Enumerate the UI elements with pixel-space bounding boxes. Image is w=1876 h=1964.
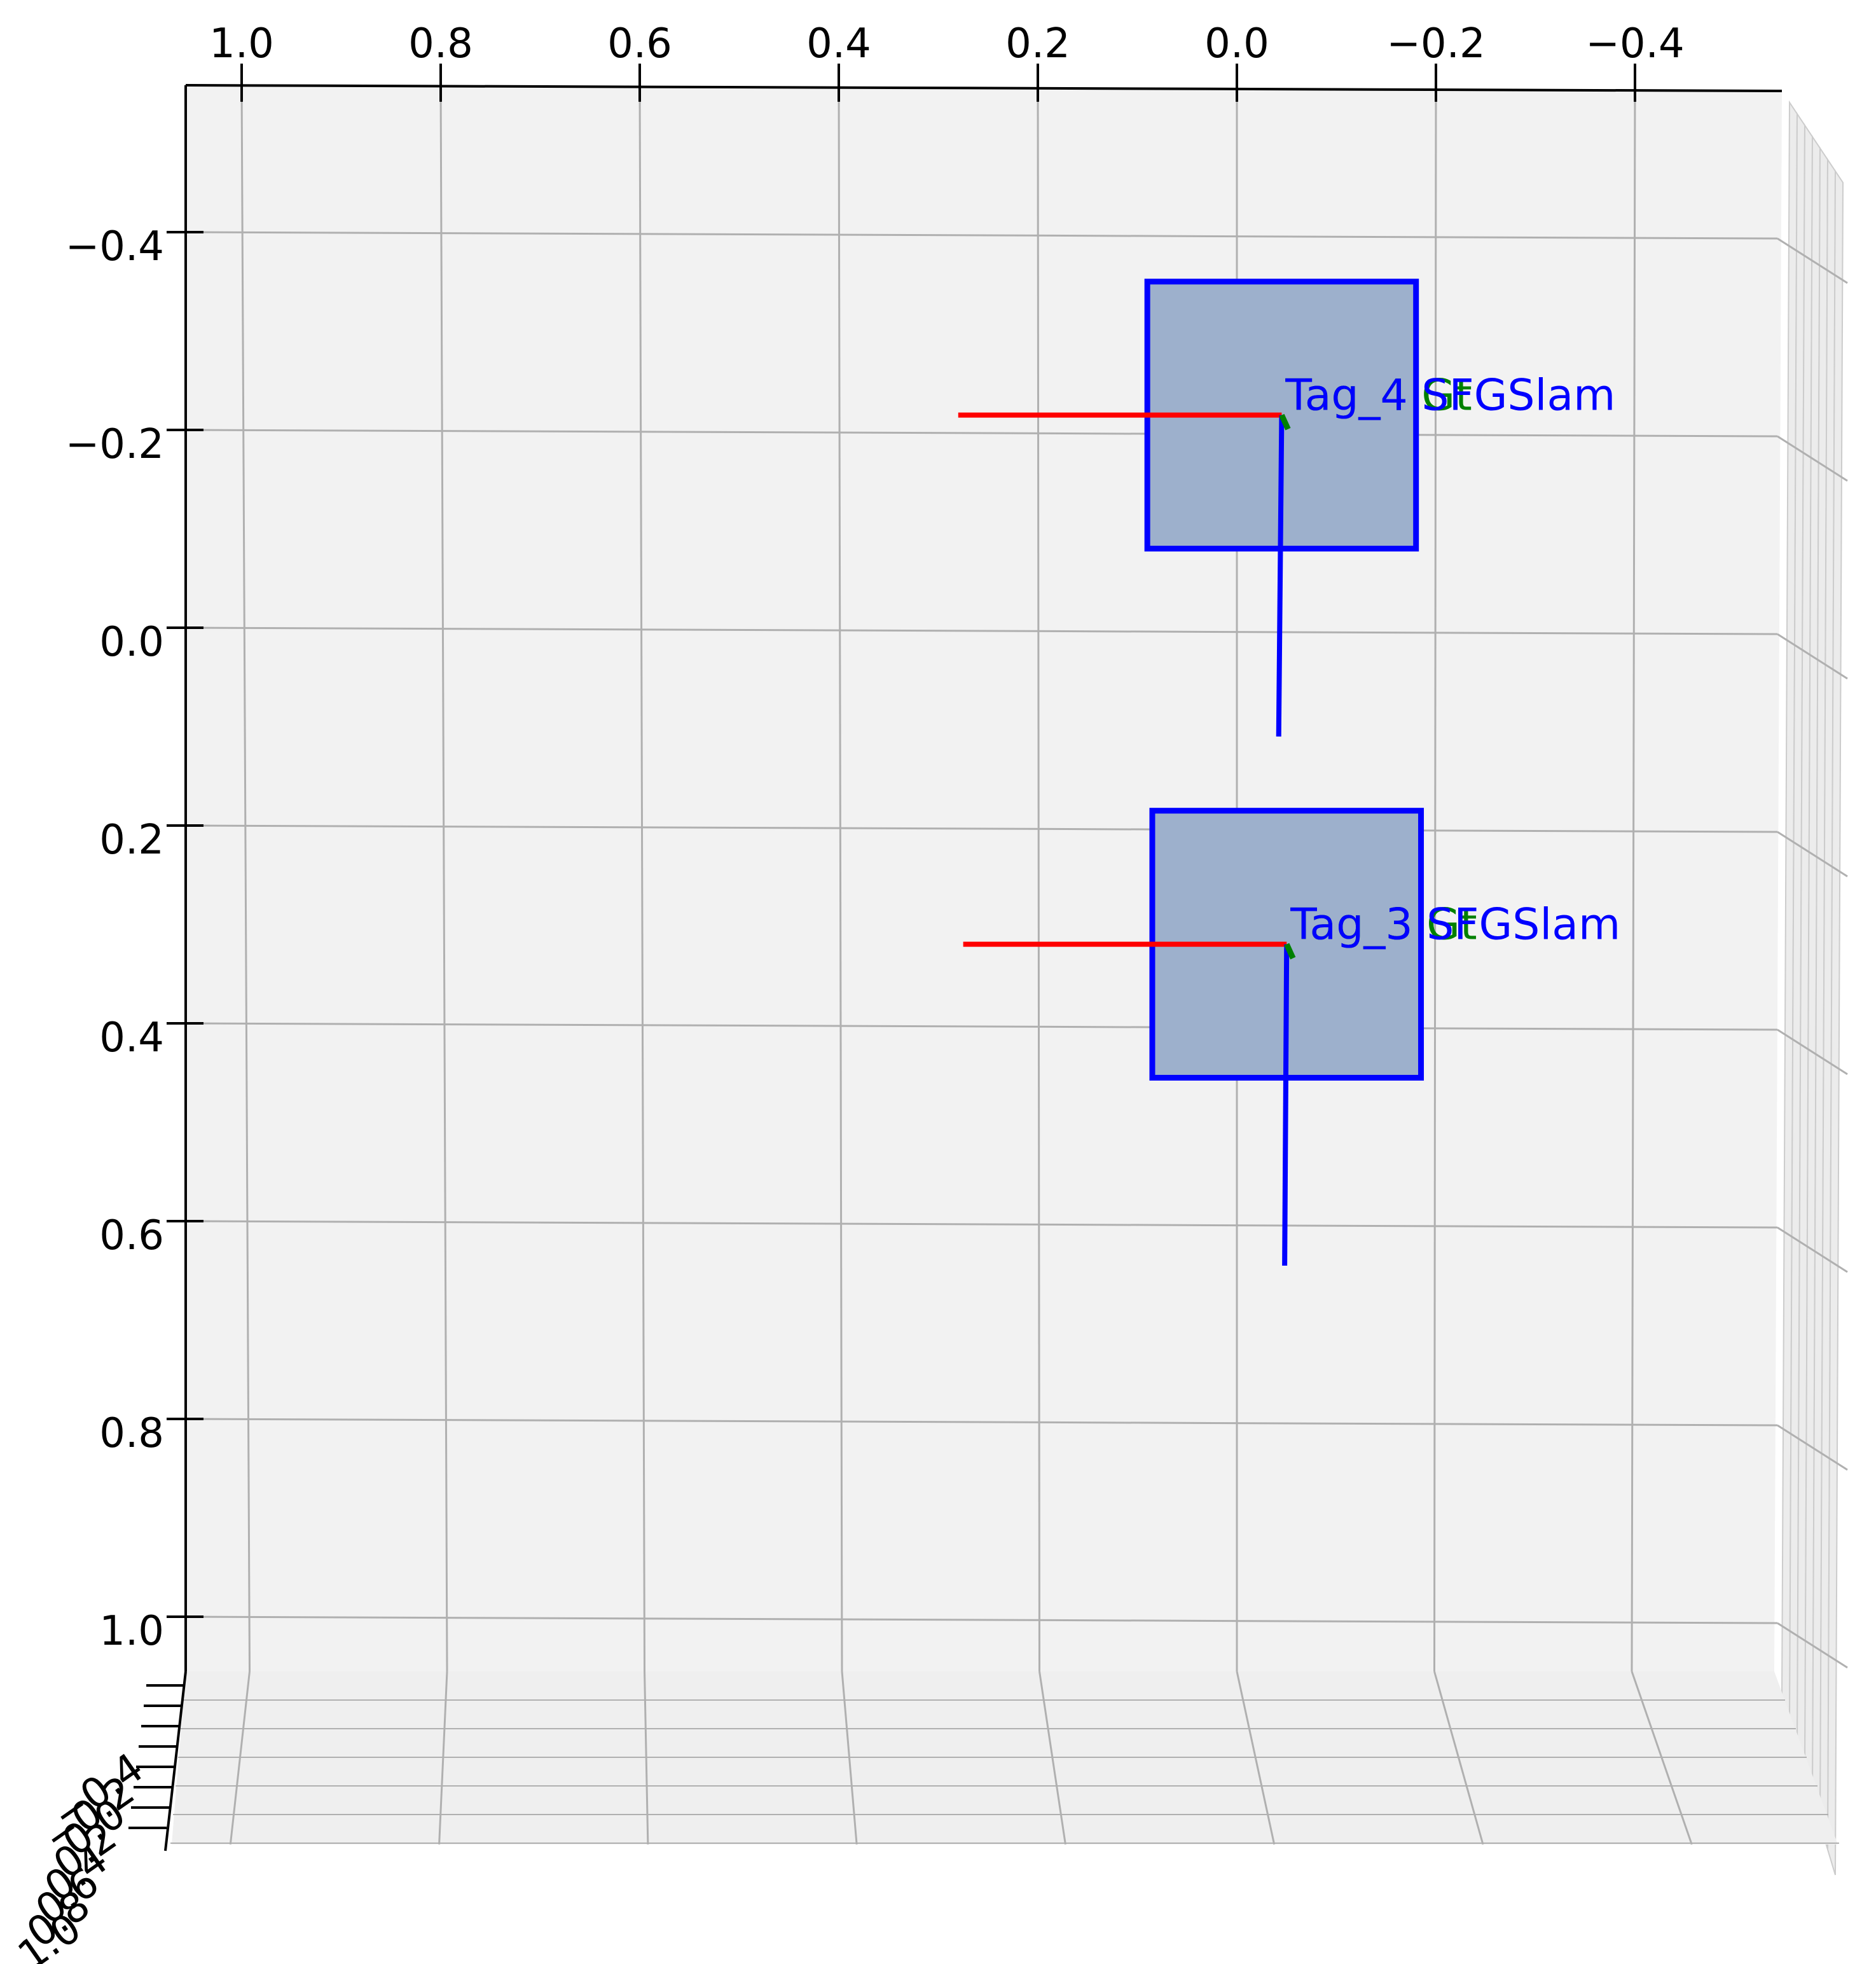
x-tick-label: −0.4	[1585, 20, 1684, 67]
x-gridline	[1631, 85, 1636, 1672]
y-tick-label: −0.4	[66, 223, 164, 270]
x-tick-label: 0.0	[1204, 20, 1269, 67]
tag-z-axis-line	[1276, 415, 1285, 737]
tag-gt-label: Tag_4 Gt	[1285, 371, 1472, 421]
side-gridline	[1777, 1424, 1848, 1471]
side-gridline	[1777, 1622, 1848, 1669]
x-gridline	[838, 85, 843, 1672]
y-gridline	[185, 1022, 1778, 1031]
y-gridline	[185, 429, 1778, 438]
y-gridline	[185, 1220, 1778, 1229]
tag-z-axis-line	[1282, 944, 1290, 1266]
x-tick-label: 0.6	[607, 20, 672, 67]
x-gridline	[638, 85, 646, 1672]
y-tick-label: 0.4	[99, 1014, 164, 1062]
x-gridline	[240, 85, 251, 1672]
x-tick-label: 0.4	[806, 20, 871, 67]
axes-layer	[128, 64, 1783, 1851]
y-gridline	[185, 1418, 1778, 1427]
y-gridline	[185, 824, 1778, 833]
side-gridline	[1777, 237, 1848, 284]
x-gridline	[439, 85, 448, 1672]
y-tick-label: 0.8	[99, 1410, 164, 1457]
y-gridline	[185, 231, 1778, 240]
tick-label-layer: 1.0 0.8 0.6 0.4 0.2 0.0 −0.2 −0.4 −0.4 −0.2 0.0 0.2…	[10, 20, 1684, 1964]
tag-label: Tag_3 SFGSlam	[1290, 900, 1620, 950]
y-gridline	[185, 626, 1778, 635]
tag-gt-axis-line	[1279, 413, 1291, 431]
y-gridline	[185, 1615, 1778, 1624]
x-tick-label: 0.2	[1005, 20, 1070, 67]
z-axis-line	[164, 1671, 187, 1851]
y-tick-label: 0.2	[99, 817, 164, 864]
y-tick-label: −0.2	[66, 421, 164, 468]
y-tick-label: 1.0	[99, 1608, 164, 1655]
y-tick-label: 0.6	[99, 1212, 164, 1259]
x-gridline	[1433, 85, 1437, 1672]
x-gridline	[1037, 85, 1041, 1672]
side-gridline	[1777, 1028, 1848, 1075]
side-gridline	[1777, 633, 1848, 680]
tag-gt-axis-line	[1284, 943, 1296, 960]
side-gridline	[1777, 831, 1848, 878]
x-tick-label: 0.8	[408, 20, 473, 67]
y-tick-label: 0.0	[99, 619, 164, 666]
side-gridline	[1777, 435, 1848, 482]
tag-gt-label: Tag_3 Gt	[1290, 900, 1477, 950]
x-tick-label: 1.0	[209, 20, 274, 67]
tag-label: Tag_4 SFGSlam	[1285, 371, 1615, 421]
x-tick-label: −0.2	[1386, 20, 1485, 67]
side-gridline	[1777, 1226, 1848, 1273]
side-pane-slice	[1826, 169, 1844, 1876]
pane-layer	[172, 85, 1844, 1876]
back-pane	[186, 85, 1782, 1671]
x-axis-line	[185, 84, 1783, 92]
